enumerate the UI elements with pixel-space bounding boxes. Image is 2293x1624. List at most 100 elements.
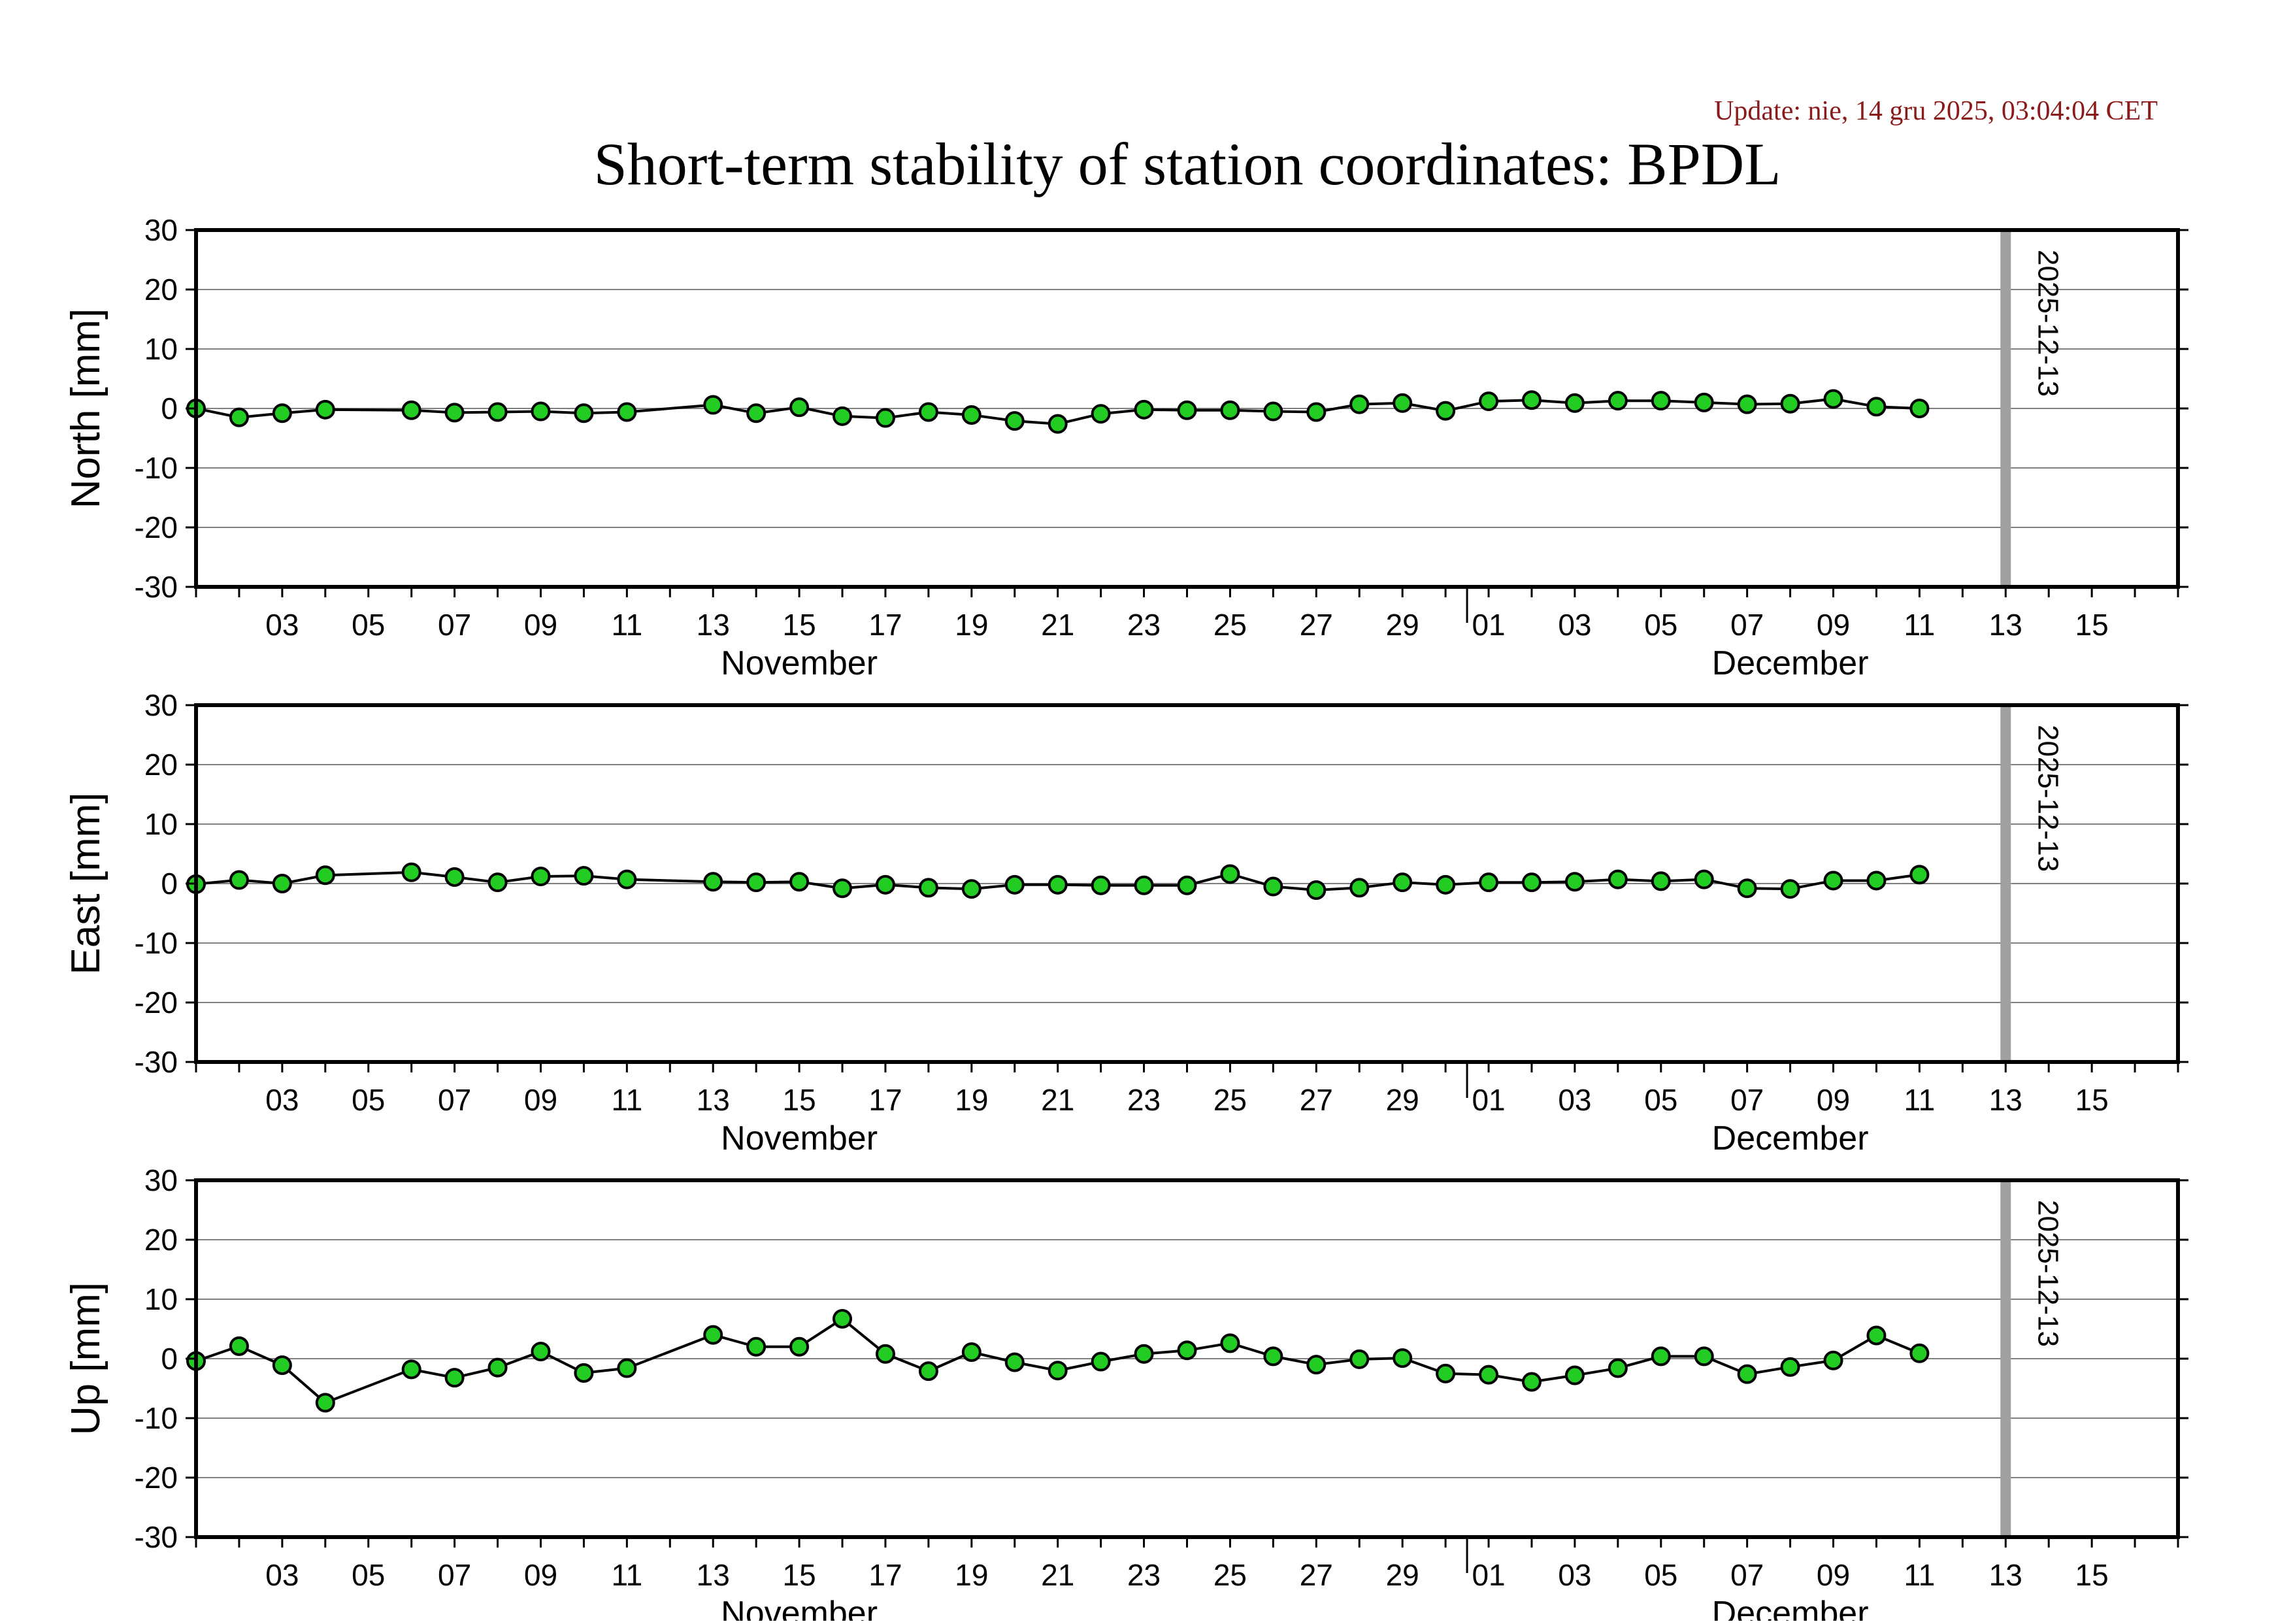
month-label: November xyxy=(721,1595,878,1621)
x-tick-label: 21 xyxy=(1041,1558,1074,1592)
data-point xyxy=(444,867,465,887)
data-point xyxy=(1134,875,1154,895)
data-point xyxy=(1393,393,1413,413)
data-point xyxy=(1177,1340,1197,1361)
data-point xyxy=(1564,1365,1585,1385)
month-label: December xyxy=(1712,644,1869,682)
x-tick-label: 09 xyxy=(524,608,557,642)
data-point xyxy=(272,874,292,893)
update-timestamp: Update: nie, 14 gru 2025, 03:04:04 CET xyxy=(1714,96,2158,126)
x-tick-label: 03 xyxy=(265,1558,299,1592)
data-point xyxy=(1436,401,1456,421)
data-point xyxy=(1349,1349,1370,1369)
y-tick-label: 0 xyxy=(161,867,178,901)
x-tick-label: 13 xyxy=(1989,608,2022,642)
date-marker-band xyxy=(2000,705,2011,1062)
data-point xyxy=(1134,399,1154,420)
x-tick-label: 11 xyxy=(1904,1558,1936,1592)
data-point xyxy=(1220,864,1240,884)
data-point xyxy=(229,870,249,890)
x-tick-label: 19 xyxy=(955,608,988,642)
panel-east: 2025-12-13 30 20 10 0 -10 -20 -30 East [mm] 03 05 0… xyxy=(63,688,2188,1157)
x-tick-label: 15 xyxy=(2075,1083,2109,1117)
y-tick-label: -20 xyxy=(135,1461,178,1495)
data-point xyxy=(1091,1351,1111,1372)
data-point xyxy=(574,1363,594,1383)
x-tick-label: 05 xyxy=(1644,1083,1677,1117)
y-tick-label: 20 xyxy=(144,273,178,307)
data-point xyxy=(444,403,465,423)
data-point xyxy=(617,869,637,889)
x-tick-label: 07 xyxy=(438,1083,471,1117)
data-point xyxy=(703,872,723,892)
y-axis-label: Up [mm] xyxy=(63,1282,108,1435)
data-point xyxy=(918,878,938,898)
x-tick-label: 29 xyxy=(1386,608,1419,642)
y-tick-label: -30 xyxy=(135,1520,178,1554)
x-tick-label: 23 xyxy=(1127,1083,1161,1117)
data-point xyxy=(961,405,982,425)
data-point xyxy=(1004,411,1025,431)
data-point xyxy=(1866,397,1887,417)
date-marker-label: 2025-12-13 xyxy=(2032,725,2064,872)
data-point xyxy=(531,401,551,422)
data-point xyxy=(444,1368,465,1388)
data-point xyxy=(1866,870,1887,891)
data-point xyxy=(1091,404,1111,424)
x-tick-label: 15 xyxy=(783,1558,816,1592)
data-point xyxy=(746,403,767,423)
x-tick-label: 07 xyxy=(1730,1083,1764,1117)
x-tick-label: 03 xyxy=(265,1083,299,1117)
x-tick-label: 09 xyxy=(1817,1083,1850,1117)
y-tick-label: 10 xyxy=(144,332,178,366)
data-point xyxy=(875,408,895,428)
data-point xyxy=(746,1336,767,1357)
x-tick-label: 11 xyxy=(611,1558,642,1592)
date-marker-label: 2025-12-13 xyxy=(2032,1200,2064,1347)
data-point xyxy=(1737,1364,1757,1384)
data-point xyxy=(531,1342,551,1362)
x-tick-label: 01 xyxy=(1472,608,1505,642)
data-point xyxy=(1349,878,1370,898)
data-point xyxy=(833,406,853,426)
data-point xyxy=(1780,393,1800,414)
x-tick-label: 13 xyxy=(697,1558,730,1592)
y-tick-label: -20 xyxy=(135,986,178,1019)
data-point xyxy=(1220,400,1240,420)
data-point xyxy=(1909,865,1930,885)
x-tick-label: 09 xyxy=(1817,1558,1850,1592)
x-tick-label: 17 xyxy=(868,608,902,642)
date-marker-band xyxy=(2000,230,2011,587)
data-point xyxy=(875,1344,895,1364)
data-point xyxy=(229,407,249,427)
y-tick-label: 0 xyxy=(161,1342,178,1376)
x-tick-label: 05 xyxy=(352,1558,385,1592)
data-point xyxy=(315,399,335,420)
y-axis-label: North [mm] xyxy=(63,308,108,509)
data-point xyxy=(1823,389,1843,409)
data-point xyxy=(1436,874,1456,895)
y-tick-label: -30 xyxy=(135,1045,178,1079)
data-point xyxy=(1694,392,1714,412)
y-tick-label: -30 xyxy=(135,570,178,604)
x-tick-label: 23 xyxy=(1127,1558,1161,1592)
x-tick-label: 13 xyxy=(1989,1558,2022,1592)
data-point xyxy=(1694,869,1714,889)
data-point xyxy=(1608,391,1628,411)
data-point xyxy=(1177,400,1197,420)
data-point xyxy=(1048,874,1068,895)
x-tick-label: 11 xyxy=(1904,1083,1936,1117)
data-point xyxy=(918,402,938,422)
data-point xyxy=(789,1336,810,1357)
data-point xyxy=(315,1393,335,1413)
data-point xyxy=(1306,880,1327,901)
y-tick-label: 20 xyxy=(144,1223,178,1257)
data-point xyxy=(875,874,895,895)
x-tick-label: 19 xyxy=(955,1558,988,1592)
x-tick-label: 03 xyxy=(1558,608,1591,642)
data-point xyxy=(1521,1372,1542,1392)
y-tick-label: 10 xyxy=(144,1282,178,1316)
data-point xyxy=(487,872,508,893)
x-tick-label: 11 xyxy=(611,608,642,642)
x-tick-label: 27 xyxy=(1300,1083,1333,1117)
